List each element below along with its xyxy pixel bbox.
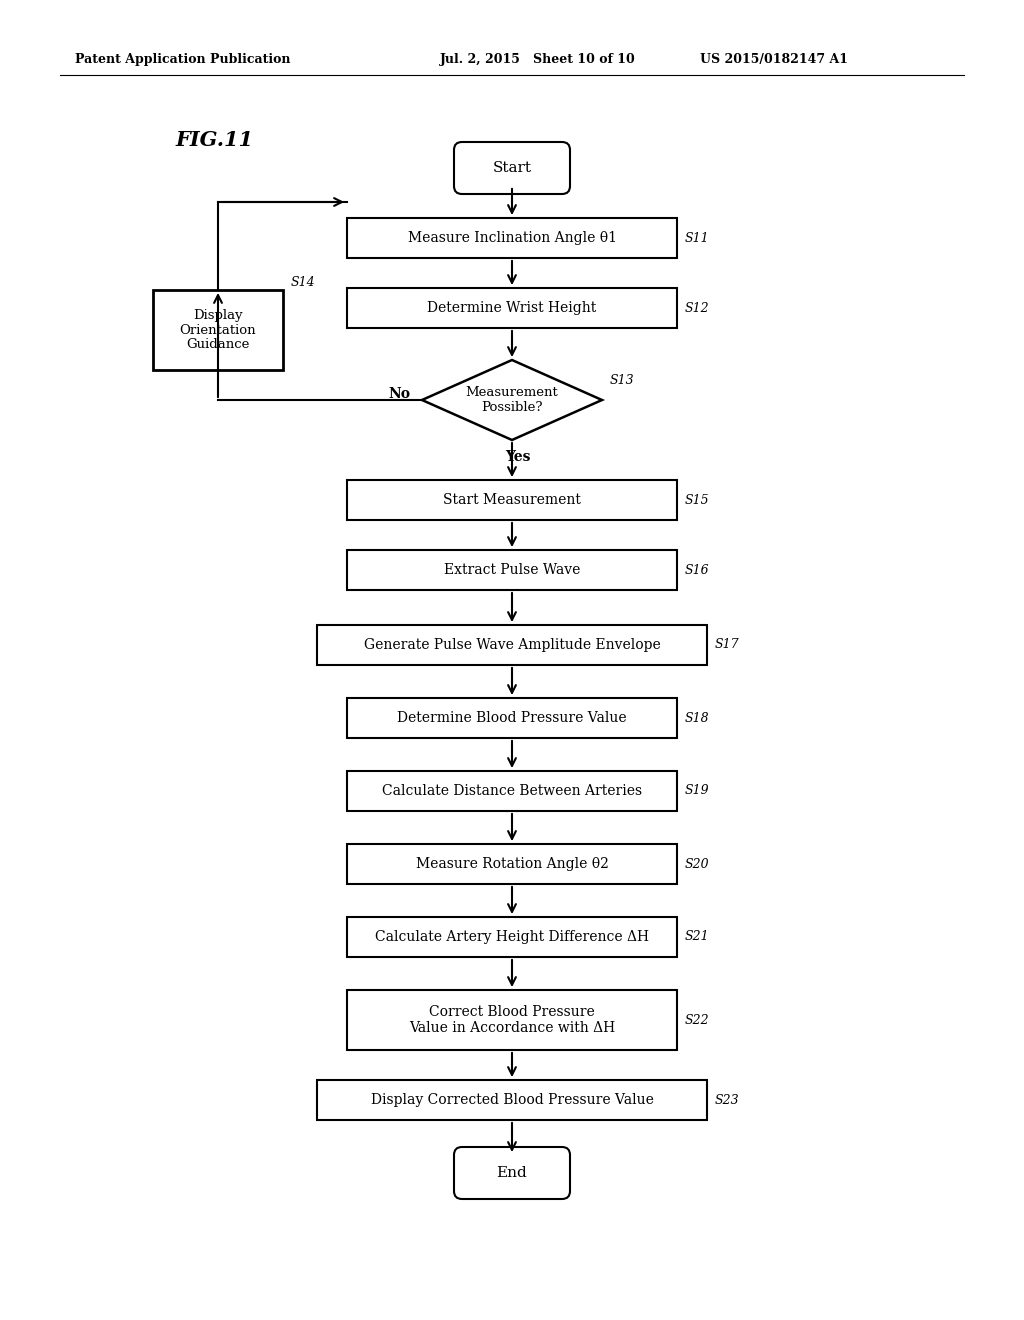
Text: Display Corrected Blood Pressure Value: Display Corrected Blood Pressure Value (371, 1093, 653, 1107)
FancyBboxPatch shape (347, 843, 677, 884)
FancyBboxPatch shape (347, 550, 677, 590)
FancyBboxPatch shape (347, 990, 677, 1049)
Text: S19: S19 (685, 784, 710, 797)
Text: S17: S17 (715, 639, 739, 652)
FancyBboxPatch shape (454, 1147, 570, 1199)
Text: Start: Start (493, 161, 531, 176)
Text: Patent Application Publication: Patent Application Publication (75, 54, 291, 66)
Text: Jul. 2, 2015   Sheet 10 of 10: Jul. 2, 2015 Sheet 10 of 10 (440, 54, 636, 66)
FancyBboxPatch shape (153, 290, 283, 370)
FancyBboxPatch shape (347, 698, 677, 738)
FancyBboxPatch shape (317, 1080, 707, 1119)
Text: S20: S20 (685, 858, 710, 870)
Text: Generate Pulse Wave Amplitude Envelope: Generate Pulse Wave Amplitude Envelope (364, 638, 660, 652)
FancyBboxPatch shape (347, 288, 677, 327)
FancyBboxPatch shape (347, 218, 677, 257)
Text: Determine Blood Pressure Value: Determine Blood Pressure Value (397, 711, 627, 725)
Text: Measure Inclination Angle θ1: Measure Inclination Angle θ1 (408, 231, 616, 246)
Text: End: End (497, 1166, 527, 1180)
FancyBboxPatch shape (347, 480, 677, 520)
Text: S16: S16 (685, 564, 710, 577)
Text: US 2015/0182147 A1: US 2015/0182147 A1 (700, 54, 848, 66)
Text: S13: S13 (610, 374, 635, 387)
Text: S14: S14 (291, 276, 315, 289)
Text: Correct Blood Pressure
Value in Accordance with ΔH: Correct Blood Pressure Value in Accordan… (409, 1005, 615, 1035)
Text: S12: S12 (685, 301, 710, 314)
Text: No: No (388, 387, 410, 401)
Text: Calculate Distance Between Arteries: Calculate Distance Between Arteries (382, 784, 642, 799)
Text: S18: S18 (685, 711, 710, 725)
Text: S15: S15 (685, 494, 710, 507)
Text: Calculate Artery Height Difference ΔH: Calculate Artery Height Difference ΔH (375, 931, 649, 944)
Text: Extract Pulse Wave: Extract Pulse Wave (443, 564, 581, 577)
FancyBboxPatch shape (454, 143, 570, 194)
FancyBboxPatch shape (317, 624, 707, 665)
Text: Measurement
Possible?: Measurement Possible? (466, 385, 558, 414)
Text: S22: S22 (685, 1014, 710, 1027)
Text: Yes: Yes (505, 450, 530, 465)
Text: Determine Wrist Height: Determine Wrist Height (427, 301, 597, 315)
FancyBboxPatch shape (347, 917, 677, 957)
Text: Measure Rotation Angle θ2: Measure Rotation Angle θ2 (416, 857, 608, 871)
Text: Start Measurement: Start Measurement (443, 492, 581, 507)
Polygon shape (422, 360, 602, 440)
FancyBboxPatch shape (347, 771, 677, 810)
Text: Display
Orientation
Guidance: Display Orientation Guidance (179, 309, 256, 351)
Text: FIG.11: FIG.11 (175, 129, 253, 150)
Text: S21: S21 (685, 931, 710, 944)
Text: S11: S11 (685, 231, 710, 244)
Text: S23: S23 (715, 1093, 739, 1106)
